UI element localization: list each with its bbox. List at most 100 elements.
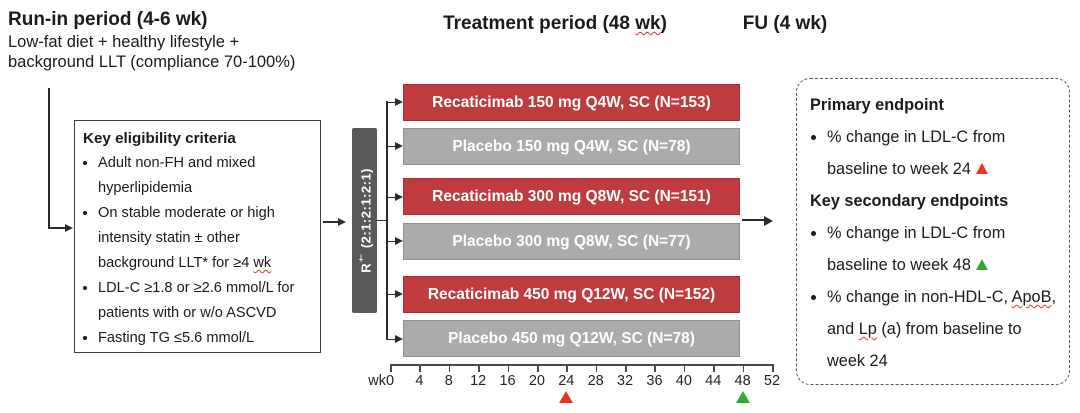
branch-arrowhead-6-icon [395, 335, 403, 343]
axis-tick-label: 48 [734, 373, 751, 389]
treatment-title-close: ) [660, 13, 667, 34]
eligibility-title: Key eligibility criteria [83, 130, 236, 147]
eligibility-item-2-text: On stable moderate or high intensity sta… [98, 205, 275, 271]
axis-line [390, 364, 772, 366]
axis-tick-label: 12 [470, 373, 487, 389]
primary-endpoint-list: % change in LDL-C from baseline to week … [810, 121, 1056, 185]
secondary-endpoint-2-text-b: , and [827, 288, 1056, 338]
axis-tick-label: 24 [558, 373, 575, 389]
primary-endpoint-item: % change in LDL-C from baseline to week … [827, 121, 1056, 185]
axis-tick [448, 364, 451, 372]
treatment-period-title: Treatment period (48 wk) [400, 12, 710, 36]
arm-placebo-450: Placebo 450 mg Q12W, SC (N=78) [403, 320, 740, 357]
axis-tick-label: 16 [499, 373, 516, 389]
connector-runin-vertical [48, 88, 50, 228]
connector-runin-horizontal [48, 227, 66, 229]
green-triangle-marker-icon [735, 391, 750, 403]
eligibility-item-4: Fasting TG ≤5.6 mmol/L [98, 326, 312, 351]
axis-tick [625, 364, 627, 372]
branch-line-3 [386, 196, 396, 199]
axis-tick [390, 364, 392, 372]
branch-arrowhead-5-icon [395, 290, 403, 298]
arm-recaticimab-450: Recaticimab 450 mg Q12W, SC (N=152) [403, 276, 740, 313]
arm-placebo-300: Placebo 300 mg Q8W, SC (N=77) [403, 223, 740, 260]
eligibility-item-2-wavy: wk [253, 255, 272, 271]
secondary-endpoint-2-text-c: (a) from baseline to week 24 [827, 320, 1022, 370]
connector-to-randomization [323, 221, 339, 223]
secondary-endpoints-list: % change in LDL-C from baseline to week … [810, 217, 1056, 377]
randomization-r: R [358, 262, 374, 273]
arrowhead-to-endpoints-icon [764, 215, 773, 226]
secondary-endpoint-item-1: % change in LDL-C from baseline to week … [827, 217, 1056, 281]
branch-line-5 [386, 293, 396, 296]
axis-tick-label: 40 [675, 373, 692, 389]
green-triangle-icon [975, 259, 988, 270]
arrowhead-to-eligibility-icon [65, 224, 73, 232]
secondary-endpoint-2-text-a: % change in non-HDL-C, [827, 288, 1012, 306]
connector-to-endpoints [742, 219, 765, 221]
axis-tick-label: 44 [705, 373, 722, 389]
axis-tick [566, 364, 568, 372]
axis-unit-label: wk [368, 373, 386, 389]
randomization-label: R† (2:1:2:1:2:1) [356, 168, 373, 273]
axis-tick-label: 52 [763, 373, 781, 389]
axis-tick [536, 364, 539, 372]
secondary-endpoint-2-wavy-lp: Lp [858, 320, 877, 338]
randomization-dagger: † [355, 252, 366, 263]
axis-tick-label: 36 [646, 373, 663, 389]
secondary-endpoint-1-text: % change in LDL-C from baseline to week … [827, 224, 1006, 274]
axis-tick-label: 8 [444, 373, 453, 389]
axis-tick [654, 364, 657, 372]
bracket-vertical [386, 101, 388, 340]
eligibility-item-2: On stable moderate or high intensity sta… [98, 201, 312, 276]
arm-recaticimab-150: Recaticimab 150 mg Q4W, SC (N=153) [403, 84, 740, 121]
axis-tick [478, 364, 480, 372]
arrowhead-to-randomization-icon [338, 218, 346, 226]
secondary-endpoint-2-wavy-apob: ApoB [1011, 288, 1052, 306]
randomization-ratio: (2:1:2:1:2:1) [358, 168, 374, 253]
red-triangle-marker-icon [559, 391, 574, 403]
runin-header: Run-in period (4-6 wk) Low-fat diet + he… [8, 8, 338, 72]
axis-tick [507, 364, 510, 372]
treatment-title-text: Treatment period (48 [443, 13, 636, 34]
axis-tick-label: 0 [385, 373, 395, 389]
eligibility-item-3: LDL-C ≥1.8 or ≥2.6 mmol/L for patients w… [98, 276, 312, 326]
arm-placebo-150: Placebo 150 mg Q4W, SC (N=78) [403, 128, 740, 165]
axis-tick-label: 28 [587, 373, 604, 389]
eligibility-list: Adult non-FH and mixed hyperlipidemia On… [83, 151, 312, 351]
axis-tick-label: 20 [528, 373, 545, 389]
primary-endpoint-text: % change in LDL-C from baseline to week … [827, 128, 1006, 178]
branch-arrowhead-3-icon [395, 193, 403, 201]
axis-tick-label: 32 [616, 373, 634, 389]
eligibility-item-1: Adult non-FH and mixed hyperlipidemia [98, 151, 312, 201]
runin-subtitle-1: Low-fat diet + healthy lifestyle + [8, 33, 240, 51]
arm-recaticimab-300: Recaticimab 300 mg Q8W, SC (N=151) [403, 178, 740, 215]
primary-endpoint-title: Primary endpoint [810, 96, 944, 114]
branch-arrowhead-4-icon [395, 237, 403, 245]
axis-tick [772, 364, 774, 372]
branch-line-4 [386, 240, 396, 243]
branch-line-1 [386, 101, 396, 104]
eligibility-box: Key eligibility criteria Adult non-FH an… [74, 120, 321, 353]
axis-tick [683, 364, 686, 372]
bracket-stub [377, 219, 386, 222]
red-triangle-icon [975, 163, 988, 174]
axis: wk 0 4 8 12 16 20 24 28 32 36 40 44 48 52 [368, 364, 780, 412]
axis-tick [419, 364, 421, 372]
endpoints-panel: Primary endpoint % change in LDL-C from … [796, 78, 1070, 385]
runin-subtitle-2: background LLT (compliance 70-100%) [8, 53, 296, 71]
axis-tick [595, 364, 598, 372]
secondary-endpoints-title: Key secondary endpoints [810, 192, 1009, 210]
randomization-bar: R† (2:1:2:1:2:1) [352, 128, 377, 313]
secondary-endpoint-item-2: % change in non-HDL-C, ApoB, and Lp (a) … [827, 281, 1056, 377]
axis-tick [742, 364, 745, 372]
branch-line-2 [386, 145, 396, 148]
branch-arrowhead-1-icon [395, 98, 403, 106]
axis-tick-label: 4 [415, 373, 424, 389]
branch-line-6 [386, 338, 396, 341]
followup-title: FU (4 wk) [742, 13, 828, 34]
branch-arrowhead-2-icon [395, 142, 403, 150]
axis-tick [713, 364, 715, 372]
runin-title: Run-in period (4-6 wk) [8, 9, 208, 30]
